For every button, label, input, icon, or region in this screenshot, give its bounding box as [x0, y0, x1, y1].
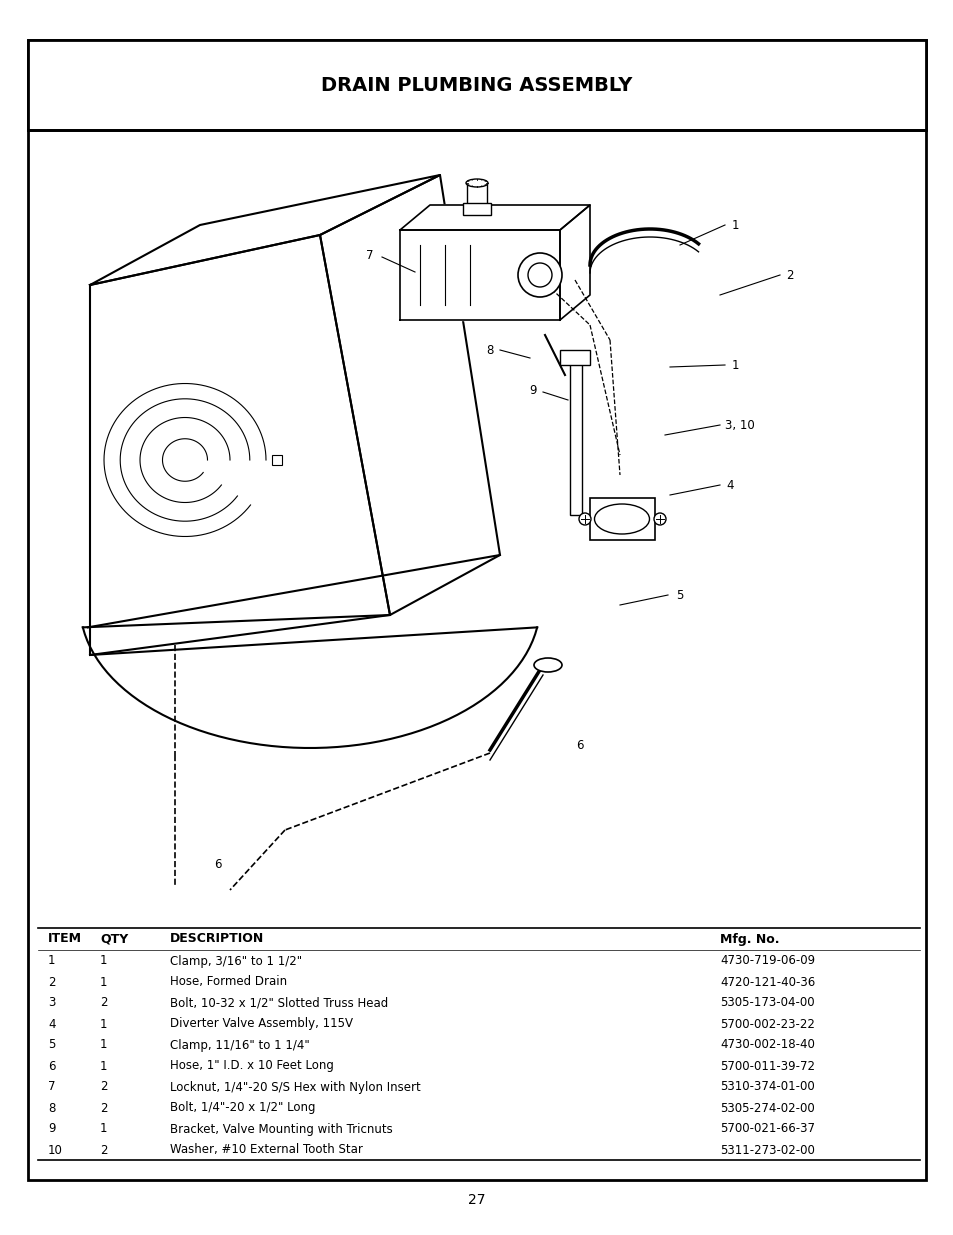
Text: 2: 2 — [100, 1144, 108, 1156]
Text: 8: 8 — [48, 1102, 55, 1114]
Text: 9: 9 — [48, 1123, 55, 1135]
Text: 10: 10 — [48, 1144, 63, 1156]
Text: 1: 1 — [100, 976, 108, 988]
Text: ITEM: ITEM — [48, 932, 82, 946]
Text: 2: 2 — [48, 976, 55, 988]
Text: 1: 1 — [731, 358, 738, 372]
Text: 1: 1 — [100, 1018, 108, 1030]
Text: 2: 2 — [100, 1081, 108, 1093]
Text: Clamp, 11/16" to 1 1/4": Clamp, 11/16" to 1 1/4" — [170, 1039, 310, 1051]
Circle shape — [654, 513, 665, 525]
Text: 3, 10: 3, 10 — [724, 419, 754, 431]
Text: Bolt, 1/4"-20 x 1/2" Long: Bolt, 1/4"-20 x 1/2" Long — [170, 1102, 315, 1114]
Text: 9: 9 — [529, 384, 537, 396]
Bar — [467, 183, 486, 205]
Text: DESCRIPTION: DESCRIPTION — [170, 932, 264, 946]
Text: Washer, #10 External Tooth Star: Washer, #10 External Tooth Star — [170, 1144, 362, 1156]
Circle shape — [578, 513, 590, 525]
Text: 1: 1 — [100, 1039, 108, 1051]
Bar — [272, 454, 282, 466]
Text: 5: 5 — [48, 1039, 55, 1051]
Bar — [28, 40, 925, 130]
Text: 1: 1 — [48, 955, 55, 967]
Text: Mfg. No.: Mfg. No. — [720, 932, 779, 946]
Text: 5: 5 — [676, 589, 683, 601]
Text: Hose, 1" I.D. x 10 Feet Long: Hose, 1" I.D. x 10 Feet Long — [170, 1060, 334, 1072]
Text: 2: 2 — [785, 268, 793, 282]
Text: 4: 4 — [48, 1018, 55, 1030]
Text: 4720-121-40-36: 4720-121-40-36 — [720, 976, 815, 988]
Bar — [462, 203, 491, 215]
Polygon shape — [559, 205, 589, 320]
Text: 5311-273-02-00: 5311-273-02-00 — [720, 1144, 814, 1156]
Polygon shape — [399, 230, 559, 320]
Text: 4: 4 — [725, 478, 733, 492]
Text: 2: 2 — [100, 1102, 108, 1114]
Text: QTY: QTY — [100, 932, 128, 946]
Ellipse shape — [534, 658, 561, 672]
Text: 4730-719-06-09: 4730-719-06-09 — [720, 955, 814, 967]
Text: Clamp, 3/16" to 1 1/2": Clamp, 3/16" to 1 1/2" — [170, 955, 302, 967]
Polygon shape — [319, 175, 499, 615]
Text: 7: 7 — [48, 1081, 55, 1093]
Text: 1: 1 — [731, 219, 738, 231]
Text: 5700-021-66-37: 5700-021-66-37 — [720, 1123, 814, 1135]
Text: 2: 2 — [100, 997, 108, 1009]
Text: Diverter Valve Assembly, 115V: Diverter Valve Assembly, 115V — [170, 1018, 353, 1030]
Text: Hose, Formed Drain: Hose, Formed Drain — [170, 976, 287, 988]
Text: 6: 6 — [48, 1060, 55, 1072]
Text: 1: 1 — [100, 1060, 108, 1072]
Bar — [589, 498, 655, 540]
Bar — [569, 354, 581, 515]
Polygon shape — [399, 205, 589, 230]
Text: 5310-374-01-00: 5310-374-01-00 — [720, 1081, 814, 1093]
Text: 27: 27 — [468, 1193, 485, 1207]
Text: 1: 1 — [100, 955, 108, 967]
Bar — [559, 350, 589, 366]
Text: 3: 3 — [48, 997, 55, 1009]
Text: 4730-002-18-40: 4730-002-18-40 — [720, 1039, 814, 1051]
Polygon shape — [90, 175, 439, 285]
Text: 5305-173-04-00: 5305-173-04-00 — [720, 997, 814, 1009]
Text: DRAIN PLUMBING ASSEMBLY: DRAIN PLUMBING ASSEMBLY — [321, 75, 632, 95]
Text: 8: 8 — [486, 343, 493, 357]
Circle shape — [517, 253, 561, 296]
Text: 5700-011-39-72: 5700-011-39-72 — [720, 1060, 814, 1072]
Text: Bolt, 10-32 x 1/2" Slotted Truss Head: Bolt, 10-32 x 1/2" Slotted Truss Head — [170, 997, 388, 1009]
Polygon shape — [90, 235, 390, 655]
Text: Bracket, Valve Mounting with Tricnuts: Bracket, Valve Mounting with Tricnuts — [170, 1123, 393, 1135]
Text: 7: 7 — [366, 248, 374, 262]
Ellipse shape — [465, 179, 488, 186]
Text: 5305-274-02-00: 5305-274-02-00 — [720, 1102, 814, 1114]
Text: Locknut, 1/4"-20 S/S Hex with Nylon Insert: Locknut, 1/4"-20 S/S Hex with Nylon Inse… — [170, 1081, 420, 1093]
Text: 6: 6 — [214, 858, 221, 872]
Text: 1: 1 — [100, 1123, 108, 1135]
Text: 5700-002-23-22: 5700-002-23-22 — [720, 1018, 814, 1030]
Text: 6: 6 — [576, 739, 583, 752]
